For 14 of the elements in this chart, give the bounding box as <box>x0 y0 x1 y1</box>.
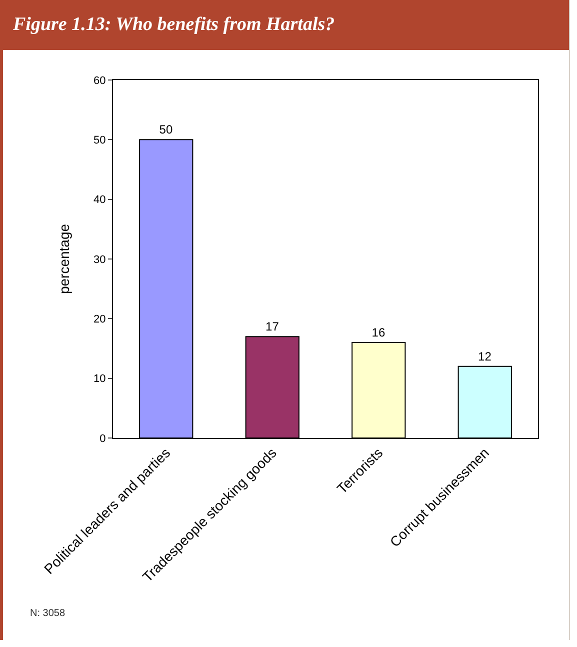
y-tick-label: 20 <box>94 314 106 326</box>
y-tick-label: 10 <box>94 373 106 386</box>
y-tick-label: 0 <box>100 432 106 445</box>
data-label: 12 <box>478 349 492 364</box>
data-label: 50 <box>159 122 173 137</box>
data-label: 17 <box>266 320 280 334</box>
y-axis-title: percentage <box>56 224 72 294</box>
y-tick-label: 40 <box>94 194 106 206</box>
y-tick-label: 30 <box>94 254 106 266</box>
chart-title: Figure 1.13: Who benefits from Hartals? <box>3 0 569 50</box>
y-tick-label: 50 <box>94 134 106 147</box>
data-label: 16 <box>372 326 386 340</box>
y-tick-label: 60 <box>94 74 106 87</box>
text: N: 3058 <box>30 608 66 619</box>
